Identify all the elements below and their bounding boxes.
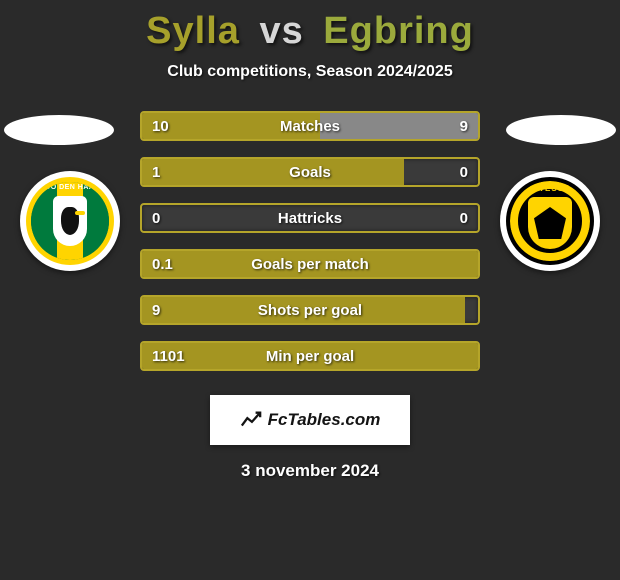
stat-row: 10Matches9 xyxy=(140,111,480,141)
ado-crest-text: ADO DEN HAAG xyxy=(31,184,109,191)
vitesse-crest: VITESSE xyxy=(506,177,594,265)
stat-label: Min per goal xyxy=(142,343,478,369)
stat-label: Goals xyxy=(142,159,478,185)
stat-row: 0.1Goals per match xyxy=(140,249,480,279)
stat-label: Matches xyxy=(142,113,478,139)
player1-ellipse xyxy=(4,115,114,145)
stat-right-value: 0 xyxy=(460,159,468,185)
ado-crest: ADO DEN HAAG xyxy=(26,177,114,265)
footer-site: FcTables.com xyxy=(268,410,381,430)
chart-icon xyxy=(240,409,262,431)
club-badge-right: VITESSE xyxy=(500,171,600,271)
stat-label: Shots per goal xyxy=(142,297,478,323)
stat-right-value: 0 xyxy=(460,205,468,231)
stat-label: Hattricks xyxy=(142,205,478,231)
footer-watermark: FcTables.com xyxy=(210,395,410,445)
stat-row: 0Hattricks0 xyxy=(140,203,480,233)
stat-row: 9Shots per goal xyxy=(140,295,480,325)
comparison-title: Sylla vs Egbring xyxy=(0,0,620,53)
footer-date: 3 november 2024 xyxy=(0,461,620,481)
stat-label: Goals per match xyxy=(142,251,478,277)
subtitle: Club competitions, Season 2024/2025 xyxy=(0,63,620,81)
vs-text: vs xyxy=(259,10,303,52)
vitesse-crest-text: VITESSE xyxy=(510,184,590,193)
club-badge-left: ADO DEN HAAG xyxy=(20,171,120,271)
player2-name: Egbring xyxy=(323,10,474,52)
content-area: ADO DEN HAAG VITESSE 10Matches91Goals00H… xyxy=(0,111,620,481)
stat-row: 1101Min per goal xyxy=(140,341,480,371)
stat-row: 1Goals0 xyxy=(140,157,480,187)
player1-name: Sylla xyxy=(146,10,240,52)
player2-ellipse xyxy=(506,115,616,145)
stat-bars: 10Matches91Goals00Hattricks00.1Goals per… xyxy=(140,111,480,371)
stat-right-value: 9 xyxy=(460,113,468,139)
